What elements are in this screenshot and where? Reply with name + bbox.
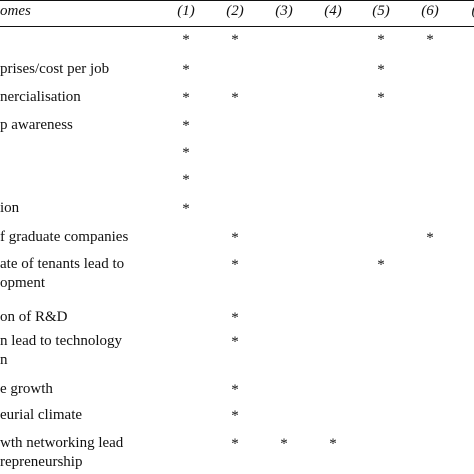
asterisk-mark: * (231, 436, 239, 452)
column-header-3: (3) (275, 3, 293, 19)
row-label: n lead to technology (0, 333, 123, 349)
asterisk-mark: * (231, 230, 239, 246)
asterisk-mark: * (377, 32, 385, 48)
row-label: nercialisation (0, 89, 81, 105)
row-label: ion (0, 200, 20, 216)
row-label: repreneurship (0, 454, 83, 470)
asterisk-mark: * (182, 32, 190, 48)
asterisk-mark: * (377, 90, 385, 106)
column-header-7: ( (462, 3, 474, 20)
asterisk-mark: * (182, 172, 190, 188)
asterisk-mark: * (231, 382, 239, 398)
asterisk-mark: * (231, 257, 239, 273)
asterisk-mark: * (182, 62, 190, 78)
asterisk-mark: * (280, 436, 288, 452)
row-label: f graduate companies (0, 229, 129, 245)
asterisk-mark: * (231, 310, 239, 326)
asterisk-mark: * (231, 90, 239, 106)
asterisk-mark: * (182, 145, 190, 161)
column-header-4: (4) (324, 3, 342, 19)
row-label: eurial climate (0, 407, 83, 423)
asterisk-mark: * (182, 118, 190, 134)
column-header-6: (6) (421, 3, 439, 19)
outcomes-column-header: omes (0, 3, 31, 19)
asterisk-mark: * (231, 334, 239, 350)
asterisk-mark: * (231, 32, 239, 48)
row-label: n (0, 352, 8, 368)
column-header-2: (2) (226, 3, 244, 19)
column-header-1: (1) (177, 3, 195, 19)
row-label: on of R&D (0, 309, 68, 325)
row-label: opment (0, 275, 45, 291)
column-header-5: (5) (372, 3, 390, 19)
asterisk-mark: * (377, 62, 385, 78)
row-label: wth networking lead (0, 435, 124, 451)
asterisk-mark: * (182, 90, 190, 106)
row-label: p awareness (0, 117, 73, 133)
row-label: prises/cost per job (0, 61, 110, 77)
asterisk-mark: * (377, 257, 385, 273)
asterisk-mark: * (182, 201, 190, 217)
header-rule (0, 26, 474, 27)
row-label: e growth (0, 381, 53, 397)
asterisk-mark: * (329, 436, 337, 452)
table-top-rule (0, 0, 474, 1)
row-label: ate of tenants lead to (0, 256, 125, 272)
asterisk-mark: * (231, 408, 239, 424)
asterisk-mark: * (426, 32, 434, 48)
asterisk-mark: * (426, 230, 434, 246)
